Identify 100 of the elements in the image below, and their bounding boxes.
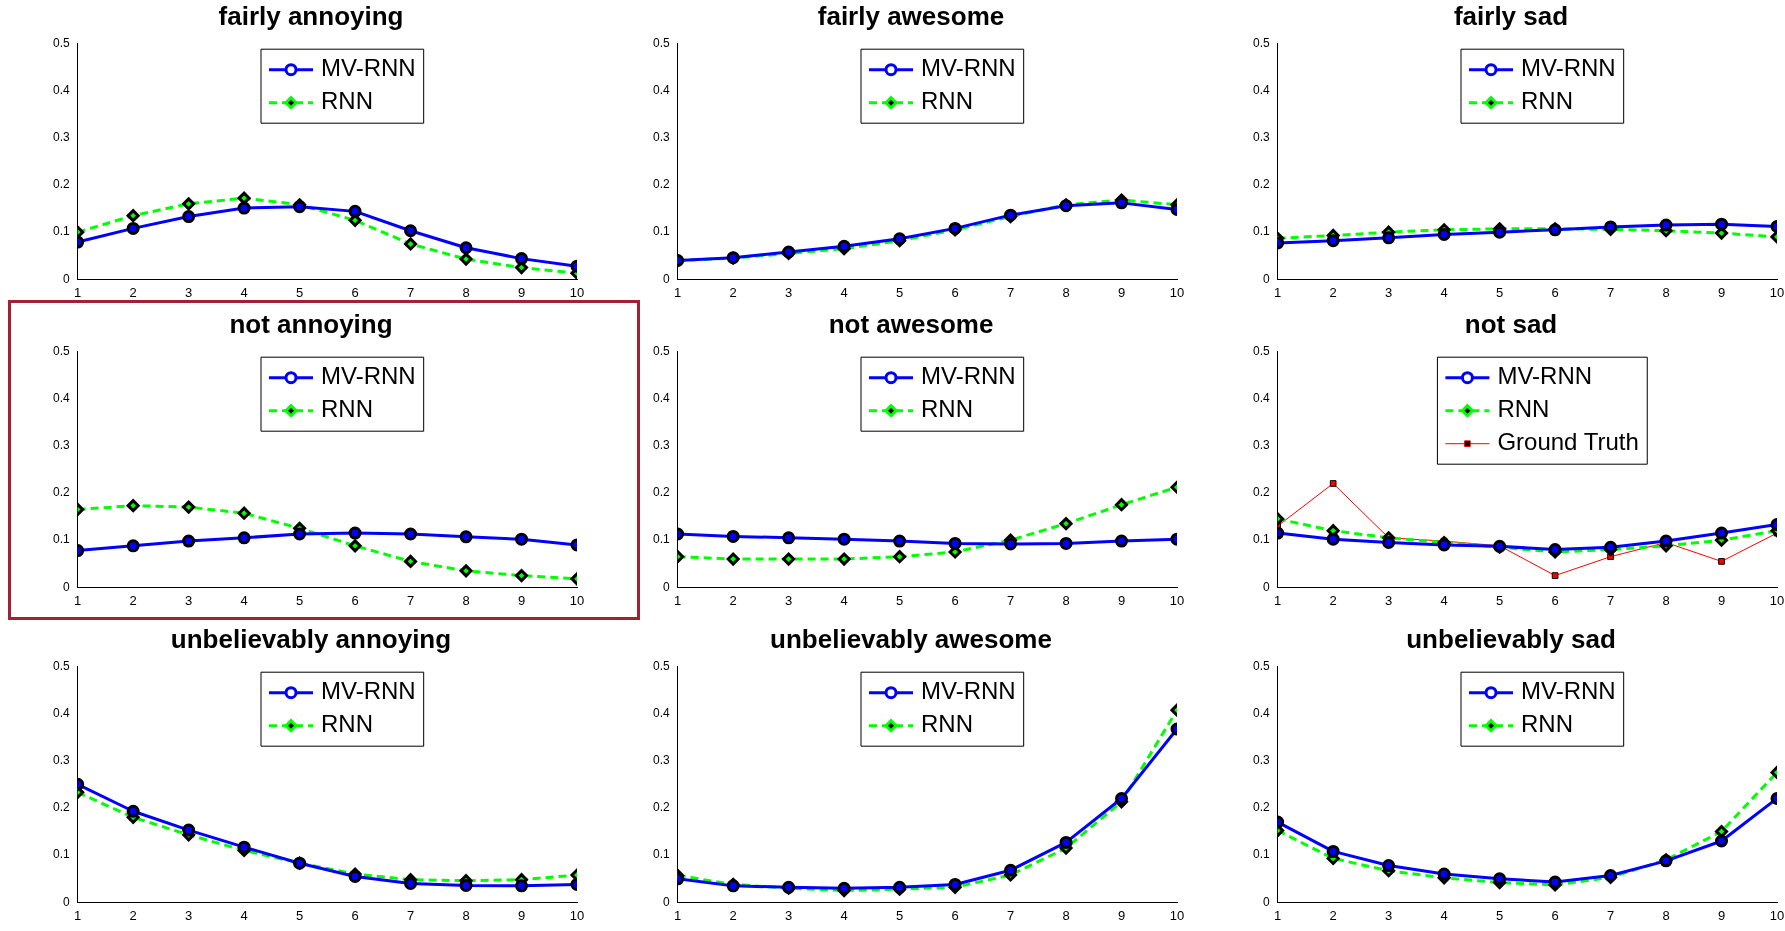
y-tick-label: 0.3 [652,437,670,452]
x-tick-label: 4 [1440,284,1448,300]
chart-title: unbelievably awesome [770,623,1052,654]
x-tick-label: 6 [951,592,959,608]
legend-label: RNN [921,87,974,115]
x-tick-label: 6 [351,907,359,923]
x-tick-label: 1 [74,907,82,923]
x-tick-label: 8 [1662,592,1670,608]
x-tick-label: 10 [1169,592,1185,608]
legend-label: RNN [921,710,974,738]
legend-label: MV-RNN [921,677,1016,705]
x-tick-label: 5 [1495,907,1504,923]
x-tick-label: 1 [674,284,682,300]
y-tick-label: 0.4 [1252,82,1270,97]
x-tick-label: 10 [569,907,585,923]
x-tick-label: 7 [1606,907,1615,923]
y-tick-label: 0.1 [52,847,70,862]
x-tick-label: 9 [1717,907,1726,923]
y-tick-label: 0.4 [652,82,670,97]
x-tick-label: 1 [674,907,682,923]
x-tick-label: 10 [1169,284,1185,300]
y-tick-label: 0.1 [652,532,670,547]
chart-title: not sad [1464,308,1558,339]
y-tick-label: 0.1 [652,224,670,239]
x-tick-label: 8 [1062,907,1070,923]
y-tick-label: 0.5 [1252,343,1270,358]
x-tick-label: 5 [1495,284,1504,300]
x-tick-label: 7 [1006,284,1015,300]
y-tick-label: 0.3 [652,129,670,144]
x-tick-label: 10 [569,284,585,300]
x-tick-label: 1 [1274,284,1282,300]
y-tick-label: 0.1 [1252,532,1270,547]
x-tick-label: 3 [1385,284,1393,300]
x-tick-label: 10 [1169,907,1185,923]
legend-label: MV-RNN [921,54,1016,82]
y-tick-label: 0.1 [52,532,70,547]
x-tick-label: 6 [1551,592,1559,608]
x-tick-label: 3 [185,907,193,923]
y-tick-label: 0.1 [52,224,70,239]
y-tick-label: 0.1 [1252,847,1270,862]
y-tick-label: 0.3 [52,752,70,767]
y-tick-label: 0 [662,271,670,286]
y-tick-label: 0.2 [52,800,70,815]
x-tick-label: 5 [295,592,304,608]
x-tick-label: 7 [1006,907,1015,923]
x-tick-label: 4 [1440,592,1448,608]
x-tick-label: 9 [517,284,526,300]
y-tick-label: 0.2 [1252,177,1270,192]
x-tick-label: 6 [951,284,959,300]
x-tick-label: 3 [1385,907,1393,923]
y-tick-label: 0.5 [652,658,670,673]
chart-title: unbelievably annoying [170,623,452,654]
x-tick-label: 6 [1551,284,1559,300]
x-tick-label: 7 [406,907,415,923]
x-tick-label: 8 [1062,592,1070,608]
y-tick-label: 0.5 [652,35,670,50]
legend-label: MV-RNN [1521,677,1616,705]
x-tick-label: 4 [240,907,248,923]
legend-label: MV-RNN [321,362,416,390]
y-tick-label: 0.3 [52,129,70,144]
x-tick-label: 10 [1769,907,1785,923]
x-tick-label: 3 [185,592,193,608]
x-tick-label: 7 [1606,284,1615,300]
x-tick-label: 1 [1274,592,1282,608]
x-tick-label: 2 [1329,907,1337,923]
x-tick-label: 6 [1551,907,1559,923]
x-tick-label: 3 [185,284,193,300]
y-tick-label: 0 [662,894,670,909]
x-tick-label: 9 [1117,907,1126,923]
y-tick-label: 0.4 [652,705,670,720]
x-tick-label: 10 [569,592,585,608]
y-tick-label: 0.2 [1252,800,1270,815]
y-tick-label: 0.3 [652,752,670,767]
x-tick-label: 4 [840,907,848,923]
x-tick-label: 7 [1006,592,1015,608]
chart-title: not annoying [229,308,393,339]
chart-title: fairly annoying [218,0,404,31]
y-tick-label: 0.5 [52,343,70,358]
legend-label: MV-RNN [1497,362,1593,390]
x-tick-label: 8 [1662,907,1670,923]
y-tick-label: 0.4 [52,705,70,720]
y-tick-label: 0.4 [1252,705,1270,720]
y-tick-label: 0.2 [652,485,670,500]
x-tick-label: 10 [1769,592,1785,608]
x-tick-label: 9 [1117,284,1126,300]
x-tick-label: 4 [1440,907,1448,923]
y-tick-label: 0.3 [1252,752,1270,767]
y-tick-label: 0.4 [652,390,670,405]
y-tick-label: 0.1 [1252,224,1270,239]
x-tick-label: 2 [729,592,737,608]
y-tick-label: 0.5 [52,35,70,50]
legend-label: Ground Truth [1497,428,1639,456]
x-tick-label: 2 [729,907,737,923]
x-tick-label: 8 [462,284,470,300]
x-tick-label: 2 [129,907,137,923]
y-tick-label: 0.2 [652,800,670,815]
y-tick-label: 0.2 [52,177,70,192]
x-tick-label: 7 [406,592,415,608]
x-tick-label: 8 [1662,284,1670,300]
legend-label: RNN [1521,87,1574,115]
